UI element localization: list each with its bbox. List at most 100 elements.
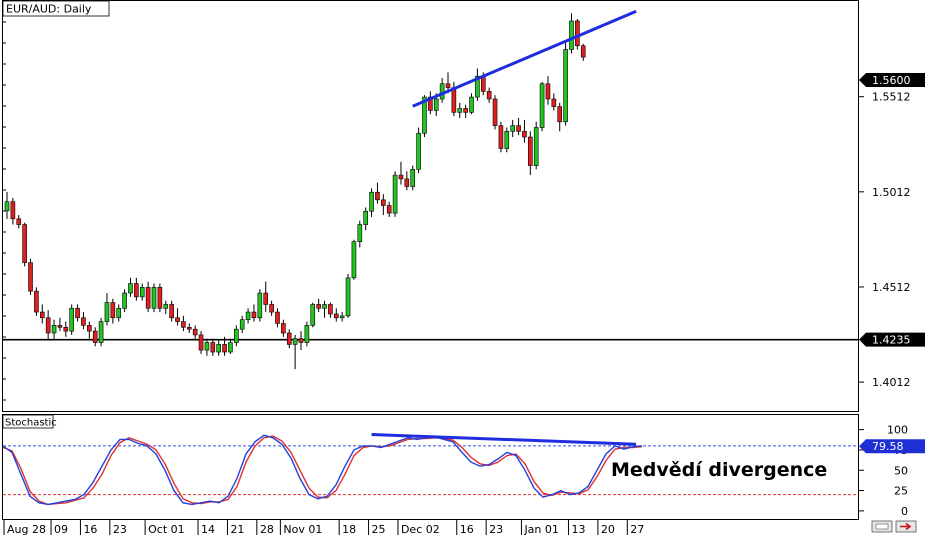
- candle: [333, 308, 339, 322]
- candle: [145, 281, 151, 313]
- candle-body-up: [228, 342, 233, 353]
- x-tick-label: Aug 28: [7, 523, 46, 535]
- candle-body-up: [151, 287, 157, 309]
- candle-body-down: [92, 330, 98, 343]
- candle-body-down: [286, 332, 292, 345]
- candle-body-down: [34, 290, 39, 313]
- x-tick-label: Jan 01: [523, 523, 558, 535]
- x-tick-label: Oct 01: [148, 523, 185, 535]
- candle: [222, 336, 227, 356]
- candle-body-down: [375, 191, 380, 201]
- candle-body-down: [75, 307, 80, 319]
- candle-body-up: [369, 191, 374, 212]
- candle-body-down: [404, 178, 410, 187]
- candle: [416, 127, 421, 174]
- candle: [345, 274, 351, 318]
- candle: [286, 329, 292, 349]
- candle: [186, 323, 192, 333]
- candle: [292, 334, 298, 370]
- candle-body-up: [163, 304, 169, 309]
- candle-body-down: [16, 218, 22, 225]
- candle-body-up: [4, 201, 10, 212]
- x-tick-label: 21: [230, 523, 244, 535]
- candle: [63, 321, 69, 337]
- x-tick-label: 23: [489, 523, 503, 535]
- candle-body-up: [98, 321, 104, 343]
- candle: [304, 321, 310, 347]
- candle: [87, 321, 92, 339]
- symbol-label-box: EUR/AUD: Daily: [2, 0, 110, 17]
- candle-body-down: [110, 302, 116, 319]
- candle: [516, 118, 521, 136]
- candle: [398, 161, 404, 185]
- candle: [210, 338, 216, 356]
- candle-body-up: [569, 20, 574, 50]
- candle-body-down: [551, 98, 557, 107]
- price-tick-label: 1.4012: [872, 376, 911, 389]
- candle-body-down: [222, 344, 227, 353]
- candle-body-down: [557, 106, 563, 123]
- candle: [310, 302, 316, 328]
- candle: [204, 338, 210, 356]
- candle: [92, 327, 98, 347]
- candle-body-up: [439, 83, 445, 100]
- candle: [4, 191, 10, 219]
- stochastic-axis: 100755025079.58: [858, 424, 925, 518]
- candle: [351, 239, 357, 280]
- candle-body-down: [63, 326, 69, 332]
- candle-body-up: [357, 224, 363, 242]
- candle-body-up: [310, 304, 316, 326]
- candle-body-up: [475, 75, 480, 98]
- candle: [28, 258, 33, 295]
- candle-body-up: [257, 292, 263, 319]
- candle-body-down: [281, 323, 286, 334]
- candle-body-down: [463, 108, 468, 113]
- x-tick-label: 23: [113, 523, 127, 535]
- candle-body-up: [51, 325, 57, 334]
- candle-body-down: [398, 174, 404, 180]
- indicator-label-box: Stochastic: [2, 414, 57, 429]
- candle-body-up: [292, 338, 298, 345]
- candle: [257, 289, 263, 322]
- candle: [69, 304, 74, 335]
- candle-body-up: [345, 277, 351, 317]
- arrow-right-icon[interactable]: [895, 520, 917, 533]
- candle: [369, 188, 374, 217]
- candle-body-down: [275, 311, 280, 324]
- candle: [10, 197, 16, 225]
- candle: [363, 207, 368, 231]
- candle: [328, 302, 333, 318]
- candle: [275, 308, 280, 328]
- candle-body-down: [575, 20, 580, 47]
- x-tick-label: 14: [201, 523, 215, 535]
- candle-body-up: [469, 96, 474, 113]
- candle-body-up: [139, 287, 145, 298]
- candle: [75, 304, 80, 322]
- candle: [34, 287, 39, 316]
- candle-body-down: [22, 224, 27, 263]
- candle-body-up: [204, 342, 210, 351]
- scroll-icon[interactable]: [871, 520, 893, 533]
- candle-body-down: [486, 91, 492, 100]
- candle-body-up: [116, 307, 122, 319]
- candle: [533, 121, 539, 170]
- candle-body-down: [10, 201, 16, 220]
- candle: [298, 331, 304, 351]
- candle-body-down: [263, 292, 269, 305]
- candle: [563, 41, 568, 126]
- indicator-label: Stochastic: [5, 418, 57, 429]
- candle: [234, 325, 239, 347]
- x-tick-label: 27: [630, 523, 644, 535]
- candle: [98, 317, 104, 347]
- candle: [316, 298, 321, 313]
- candle-body-down: [210, 342, 216, 353]
- candle: [322, 300, 327, 318]
- candle-body-up: [304, 325, 310, 343]
- candle: [522, 119, 527, 143]
- candle-body-up: [416, 132, 421, 170]
- candle: [169, 300, 174, 322]
- candle-body-down: [498, 125, 504, 149]
- candle: [39, 304, 45, 324]
- candle-body-down: [157, 287, 163, 309]
- current-price-label: 1.5600: [872, 74, 911, 87]
